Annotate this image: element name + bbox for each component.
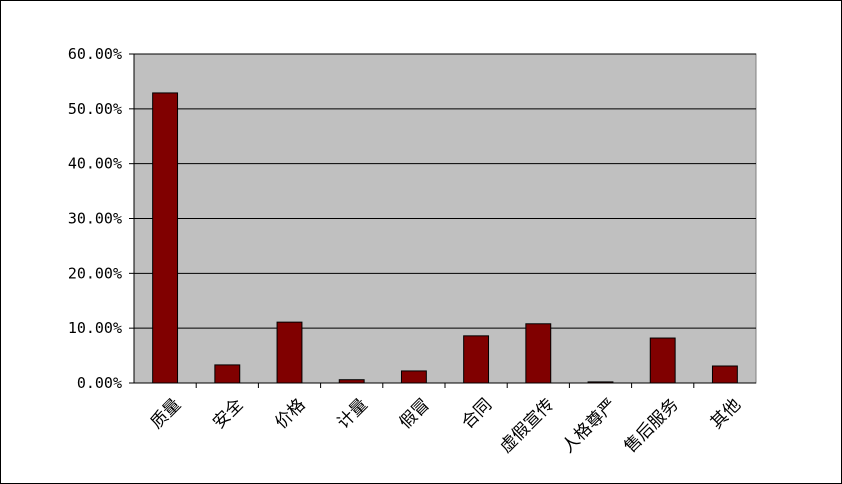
y-tick-label: 10.00% <box>68 319 122 337</box>
x-category-label: 虚假宣传 <box>496 395 558 457</box>
bars <box>152 92 738 384</box>
bar <box>276 321 303 384</box>
bar <box>525 323 552 384</box>
y-axis-ticks: 0.00% 10.00% 20.00% 30.00% 40.00% 50.00% 60.00… <box>68 45 134 392</box>
bar <box>214 364 241 384</box>
x-category-label: 人格尊严 <box>558 395 620 457</box>
y-tick-label: 40.00% <box>68 155 122 173</box>
x-category-label: 其他 <box>707 395 745 433</box>
y-tick-label: 60.00% <box>68 45 122 63</box>
x-category-label: 售后服务 <box>620 395 682 457</box>
x-axis-labels: 质量 安全 价格 计量 假冒 合同 虚假宣传 人格尊严 售后服务 其他 <box>147 383 745 457</box>
bar <box>400 370 427 384</box>
x-category-label: 假冒 <box>396 395 434 433</box>
x-category-label: 价格 <box>271 395 309 433</box>
x-category-label: 安全 <box>209 395 247 433</box>
y-tick-label: 0.00% <box>77 374 122 392</box>
y-tick-label: 50.00% <box>68 100 122 118</box>
bar <box>152 92 179 384</box>
bar <box>711 365 738 384</box>
gridlines <box>134 53 756 329</box>
y-tick-label: 20.00% <box>68 264 122 282</box>
bar <box>463 335 490 384</box>
x-category-label: 合同 <box>458 395 496 433</box>
y-tick-label: 30.00% <box>68 210 122 228</box>
bar <box>649 337 676 384</box>
x-category-label: 质量 <box>147 395 185 433</box>
x-category-label: 计量 <box>334 395 372 433</box>
